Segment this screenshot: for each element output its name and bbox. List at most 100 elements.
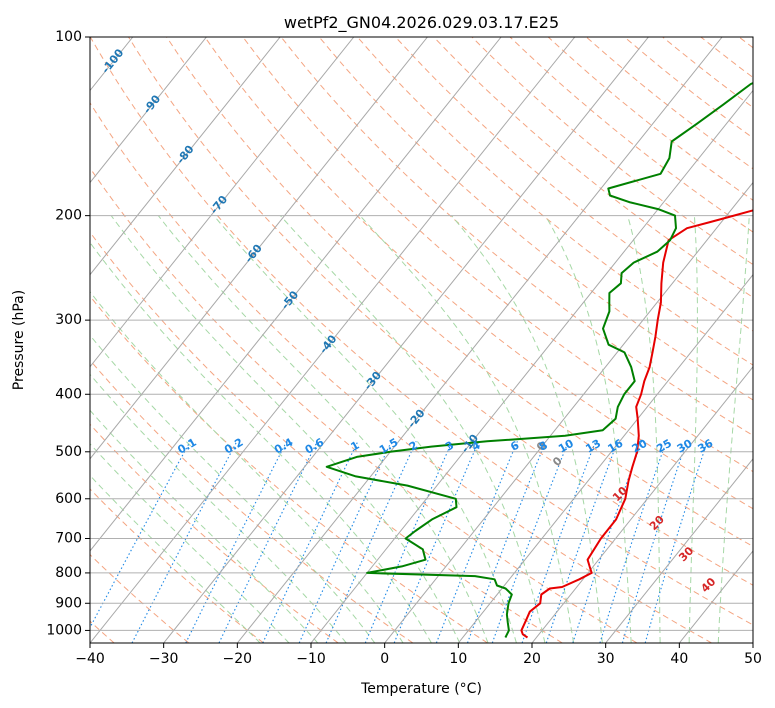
dry-adiabat	[90, 37, 753, 626]
moist-adiabat-label: 20	[647, 513, 667, 533]
isotherm-line	[310, 89, 753, 643]
y-tick-label: 100	[55, 29, 82, 45]
mixing-ratio-line	[90, 441, 191, 629]
dry-adiabat	[395, 37, 753, 332]
mixing-ratio-line	[644, 441, 708, 643]
chart-title: wetPf2_GN04.2026.029.03.17.E25	[284, 13, 559, 33]
isotherm-line	[163, 37, 649, 643]
mixing-ratio-label: 16	[605, 437, 625, 456]
isotherm-line	[90, 37, 281, 276]
dry-adiabat	[90, 359, 414, 643]
mixing-ratio-line	[325, 441, 417, 643]
moist-adiabat-label: 30	[676, 544, 696, 564]
isotherm-line	[605, 458, 753, 643]
mixing-ratio-line	[621, 441, 688, 643]
x-tick-label: 30	[597, 651, 615, 667]
dry-adiabat	[318, 37, 753, 401]
moist-adiabat-label: 0	[550, 454, 565, 469]
mixing-ratio-line	[262, 441, 359, 643]
plot-area	[0, 37, 753, 643]
dry-adiabat	[166, 37, 753, 548]
moist-adiabat	[280, 215, 546, 643]
dry-adiabat	[357, 37, 753, 366]
isotherm-label: -20	[405, 406, 428, 430]
y-tick-label: 200	[55, 208, 82, 224]
moist-adiabat	[90, 241, 432, 643]
moist-adiabat	[157, 215, 489, 643]
mixing-ratio-line	[521, 441, 597, 643]
moist-adiabat	[627, 215, 661, 643]
isotherm-label: -70	[208, 193, 231, 217]
y-tick-label: 700	[55, 531, 82, 547]
isotherm-line	[0, 37, 59, 643]
moist-adiabat	[544, 215, 632, 643]
temperature-profile	[520, 209, 753, 639]
dewpoint-profile	[325, 81, 753, 638]
x-tick-label: 10	[449, 651, 467, 667]
mixing-ratio-line	[545, 441, 619, 643]
axes: −40 −30 −20 −10 0 10 20 30 40 5010020030040050060…	[46, 29, 762, 667]
dry-adiabat	[547, 37, 753, 201]
isotherm-line	[90, 37, 576, 643]
isotherm-label: -60	[242, 242, 265, 266]
mixing-ratio-line	[435, 441, 518, 643]
dry-adiabat	[90, 488, 264, 643]
mixing-ratio-label: 30	[675, 437, 695, 456]
moist-adiabat	[717, 215, 750, 643]
moist-adiabat	[90, 443, 290, 643]
mixing-ratio-line	[393, 441, 480, 643]
moist-adiabat	[90, 291, 404, 643]
isotherm-line	[90, 37, 428, 460]
isotherm-line	[90, 37, 355, 368]
mixing-ratio-label: 0.4	[272, 435, 296, 456]
x-tick-label: 40	[670, 651, 688, 667]
mixing-ratio-label: 0.1	[175, 436, 198, 457]
moist-adiabat	[110, 215, 461, 643]
x-tick-label: −10	[296, 651, 326, 667]
mixing-ratio-label: 13	[583, 437, 603, 456]
mixing-ratio-line	[218, 441, 318, 643]
x-tick-label: −40	[75, 651, 105, 667]
y-tick-label: 500	[55, 444, 82, 460]
moist-adiabat	[451, 215, 603, 643]
mixing-ratio-line	[364, 441, 453, 643]
x-tick-label: 0	[380, 651, 389, 667]
isotherm-line	[752, 642, 753, 643]
dry-adiabat	[90, 423, 339, 643]
mixing-ratio-line	[466, 441, 547, 643]
moist-adiabat	[213, 215, 517, 643]
dry-adiabat	[433, 37, 753, 298]
y-tick-label: 400	[55, 386, 82, 402]
y-axis-label: Pressure (hPa)	[11, 290, 27, 390]
y-tick-label: 900	[55, 595, 82, 611]
dry-adiabat	[90, 295, 488, 643]
moist-adiabat	[90, 373, 347, 643]
x-axis-label: Temperature (°C)	[360, 681, 482, 697]
isotherm-line	[236, 37, 723, 643]
isotherm-label: -90	[141, 92, 164, 116]
y-tick-label: 600	[55, 491, 82, 507]
isotherm-line	[384, 181, 753, 643]
x-tick-label: 20	[523, 651, 541, 667]
x-tick-label: −20	[223, 651, 253, 667]
mixing-ratio-line	[131, 441, 238, 643]
moist-adiabat-label: 40	[698, 575, 718, 595]
moist-adiabat	[688, 215, 698, 643]
isotherm-line	[90, 37, 207, 184]
dry-adiabat	[738, 37, 753, 49]
y-tick-label: 300	[55, 312, 82, 328]
moist-adiabat	[90, 474, 261, 643]
mixing-ratio-line	[185, 441, 288, 643]
dry-adiabat	[700, 37, 753, 79]
y-tick-label: 1000	[46, 622, 82, 638]
moist-adiabat	[90, 334, 376, 643]
mixing-ratio-line	[298, 441, 392, 643]
x-tick-label: −30	[149, 651, 179, 667]
mixing-ratio-line	[599, 441, 667, 643]
dry-adiabat	[509, 37, 753, 233]
mixing-ratio-label: 20	[630, 437, 650, 456]
dry-adiabat	[471, 37, 753, 266]
dry-adiabat	[204, 37, 753, 510]
chart-labels: -100-90-80-70-60-50-40-30-20-10 00.1 0.2 0.…	[99, 46, 719, 595]
